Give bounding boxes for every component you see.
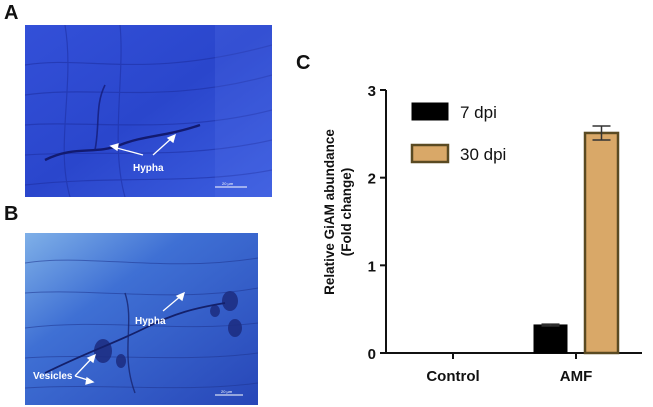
panel-b-scale-label: 20 µm: [221, 389, 233, 394]
panel-b-arrows: [74, 291, 186, 385]
panel-a-micrograph: Hypha 20 µm: [25, 25, 272, 197]
x-tick-label-0: Control: [426, 368, 479, 385]
y-axis-label-line-2: (Fold change): [339, 168, 354, 257]
legend: 7 dpi 30 dpi: [410, 102, 506, 164]
y-tick-label-1: 1: [368, 258, 376, 275]
panel-a-arrows: [109, 133, 177, 156]
panel-b-hypha-label: Hypha: [135, 316, 166, 327]
legend-swatch-1: [410, 143, 450, 164]
bar-chart: Relative GiAM abundance (Fold change) 0 1…: [322, 83, 642, 385]
legend-swatch-0: [411, 102, 449, 121]
y-tick-label-0: 0: [368, 346, 376, 363]
y-axis-label: Relative GiAM abundance (Fold change): [322, 129, 354, 295]
legend-label-1: 30 dpi: [460, 145, 506, 164]
panel-b-vesicles-label: Vesicles: [33, 371, 73, 382]
panel-c-letter: C: [296, 52, 311, 74]
bar-7-dpi-amf: [533, 324, 568, 354]
legend-label-0: 7 dpi: [460, 103, 497, 122]
panel-a-hypha-label: Hypha: [133, 163, 164, 174]
panel-a-letter: A: [4, 2, 19, 24]
x-tick-label-1: AMF: [560, 368, 593, 385]
panel-a-scale-label: 20 µm: [222, 181, 234, 186]
panel-b-micrograph: Hypha Vesicles 20 µm: [25, 233, 258, 405]
y-axis-label-line-1: Relative GiAM abundance: [322, 129, 337, 295]
bars: [533, 125, 620, 355]
panel-b-letter: B: [4, 203, 19, 225]
bar-30-dpi-amf: [583, 131, 620, 355]
y-tick-label-3: 3: [368, 83, 376, 100]
y-tick-label-2: 2: [368, 171, 376, 188]
error-bar-30-dpi-amf: [592, 125, 611, 141]
error-bar-7-dpi-amf: [541, 323, 560, 327]
